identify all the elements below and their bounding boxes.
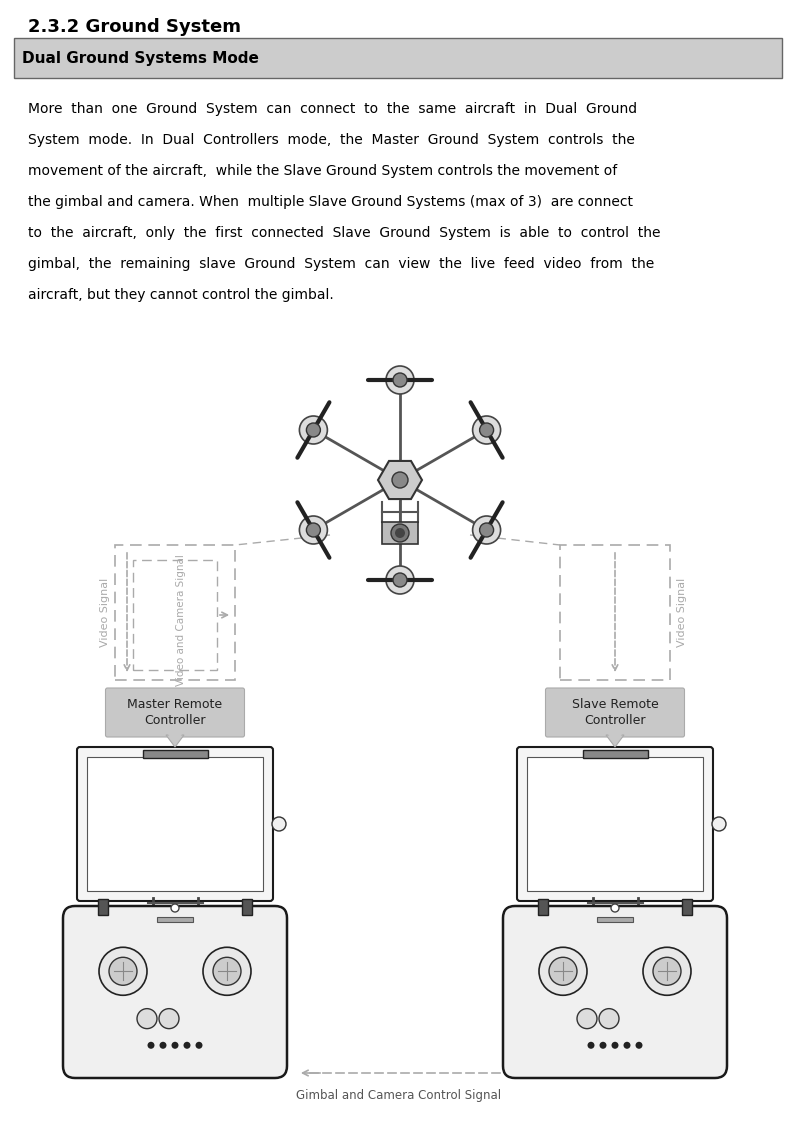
Text: Dual Ground Systems Mode: Dual Ground Systems Mode [22,50,259,66]
Circle shape [147,1042,154,1049]
FancyBboxPatch shape [503,906,727,1078]
Bar [382,522,418,544]
Circle shape [395,528,405,538]
Circle shape [391,524,409,543]
Circle shape [599,1009,619,1028]
Text: aircraft, but they cannot control the gimbal.: aircraft, but they cannot control the gi… [28,288,334,302]
Circle shape [611,903,619,913]
Bar [682,899,692,915]
Bar [157,917,193,922]
Circle shape [171,1042,178,1049]
Circle shape [549,957,577,985]
Circle shape [643,948,691,995]
Text: gimbal,  the  remaining  slave  Ground  System  can  view  the  live  feed  vide: gimbal, the remaining slave Ground Syste… [28,257,654,271]
Text: Video Signal: Video Signal [100,578,110,647]
Circle shape [213,957,241,985]
Bar [87,757,263,891]
Circle shape [184,1042,190,1049]
Bar [242,899,252,915]
Circle shape [171,903,179,913]
Circle shape [611,1042,618,1049]
Circle shape [392,472,408,488]
Text: Slave Remote
Controller: Slave Remote Controller [572,698,658,728]
Circle shape [159,1009,179,1028]
FancyBboxPatch shape [517,747,713,901]
Text: movement of the aircraft,  while the Slave Ground System controls the movement o: movement of the aircraft, while the Slav… [28,163,617,178]
Circle shape [473,516,501,544]
Text: Gimbal and Camera Control Signal: Gimbal and Camera Control Signal [296,1088,501,1102]
Circle shape [272,817,286,831]
Circle shape [473,417,501,444]
Bar [597,917,633,922]
Circle shape [480,523,494,537]
Circle shape [299,417,327,444]
Text: to  the  aircraft,  only  the  first  connected  Slave  Ground  System  is  able: to the aircraft, only the first connecte… [28,226,661,239]
Text: Master Remote
Controller: Master Remote Controller [127,698,223,728]
FancyBboxPatch shape [77,747,273,901]
Circle shape [635,1042,642,1049]
Circle shape [137,1009,157,1028]
Circle shape [196,1042,202,1049]
Circle shape [109,957,137,985]
Circle shape [159,1042,166,1049]
Circle shape [587,1042,595,1049]
Circle shape [599,1042,607,1049]
Polygon shape [168,734,182,746]
Circle shape [306,423,321,437]
Text: the gimbal and camera. When  multiple Slave Ground Systems (max of 3)  are conne: the gimbal and camera. When multiple Sla… [28,195,633,209]
Circle shape [203,948,251,995]
Polygon shape [608,734,622,746]
Text: System  mode.  In  Dual  Controllers  mode,  the  Master  Ground  System  contro: System mode. In Dual Controllers mode, t… [28,133,635,148]
Polygon shape [378,461,422,499]
Circle shape [99,948,147,995]
FancyBboxPatch shape [63,906,287,1078]
Circle shape [480,423,494,437]
Polygon shape [166,735,184,747]
Bar [583,750,647,758]
Text: Video and Camera Signal: Video and Camera Signal [176,554,186,686]
Bar [560,545,670,680]
Circle shape [623,1042,630,1049]
Bar [133,560,217,670]
FancyBboxPatch shape [545,688,685,737]
Polygon shape [606,735,624,747]
Bar [142,750,208,758]
Text: 2.3.2 Ground System: 2.3.2 Ground System [28,18,241,36]
Circle shape [386,365,414,394]
Circle shape [577,1009,597,1028]
FancyBboxPatch shape [106,688,244,737]
Circle shape [653,957,681,985]
Text: More  than  one  Ground  System  can  connect  to  the  same  aircraft  in  Dual: More than one Ground System can connect … [28,102,637,116]
Circle shape [386,566,414,594]
Bar [538,899,548,915]
Text: Video Signal: Video Signal [677,578,687,647]
Circle shape [299,516,327,544]
Bar [115,545,235,680]
Circle shape [306,523,321,537]
Circle shape [393,573,407,587]
Circle shape [712,817,726,831]
Bar [14,37,782,78]
Bar [527,757,703,891]
Bar [98,899,108,915]
Circle shape [539,948,587,995]
Circle shape [393,373,407,387]
